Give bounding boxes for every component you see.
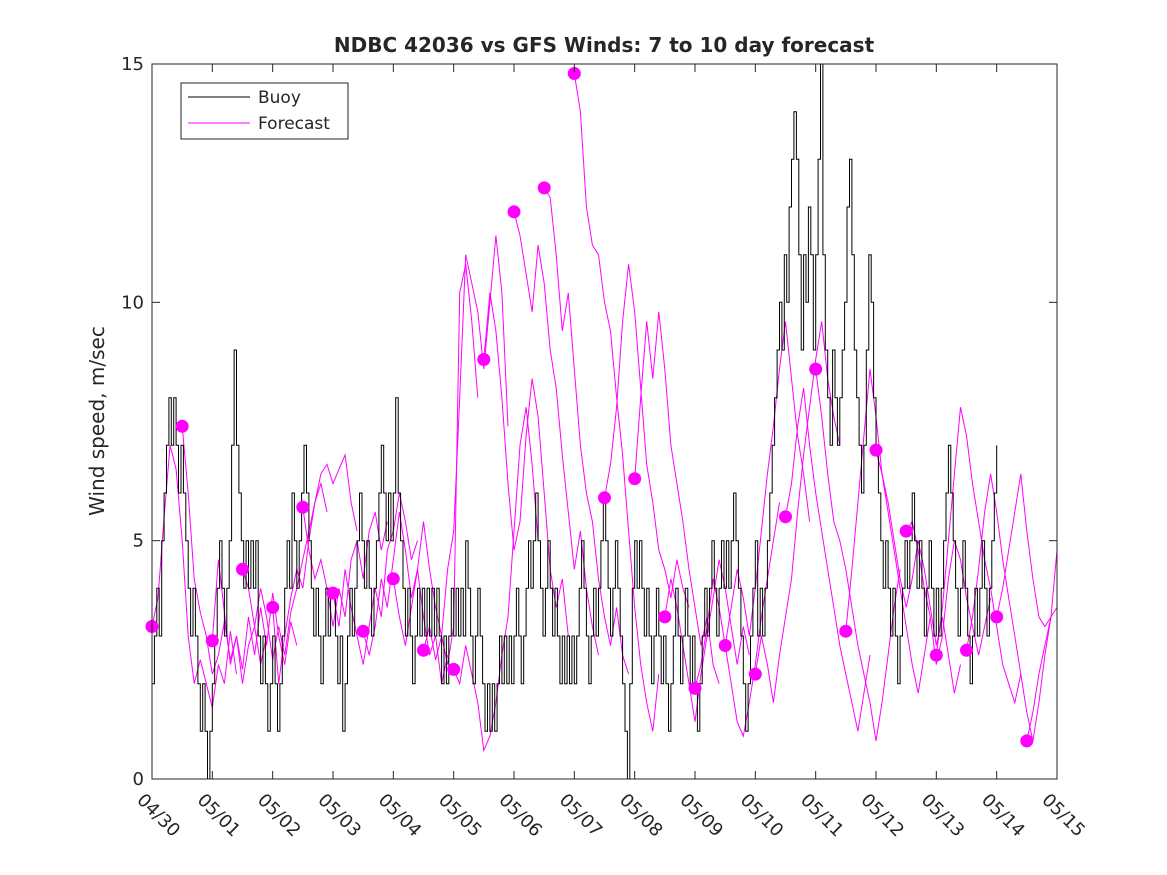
forecast-line-7 <box>362 512 449 684</box>
forecast-line-15 <box>604 264 690 608</box>
buoy-line <box>152 63 998 780</box>
forecast-line-27 <box>966 473 1052 742</box>
forecast-start-marker-8 <box>386 572 400 586</box>
forecast-line-23 <box>845 369 931 694</box>
forecast-start-marker-7 <box>356 624 370 638</box>
forecast-line-5 <box>302 507 388 627</box>
forecast-start-marker-13 <box>537 181 551 195</box>
forecast-line-24 <box>875 449 961 694</box>
chart-title: NDBC 42036 vs GFS Winds: 7 to 10 day for… <box>334 33 875 57</box>
forecast-start-marker-19 <box>718 639 732 652</box>
forecast-start-marker-14 <box>567 67 581 80</box>
forecast-start-marker-27 <box>960 643 973 657</box>
forecast-line-13 <box>543 187 630 675</box>
forecast-start-marker-17 <box>658 610 672 624</box>
legend-box <box>180 82 349 140</box>
y-axis-label: Wind speed, m/sec <box>85 326 109 516</box>
forecast-line-21 <box>785 388 871 732</box>
y-tick-label-3: 15 <box>121 54 144 75</box>
y-tick-label-2: 10 <box>121 292 144 313</box>
forecast-start-marker-26 <box>929 648 943 662</box>
forecast-line-25 <box>905 520 992 665</box>
series-layer <box>151 63 1058 780</box>
forecast-start-marker-29 <box>1020 734 1034 748</box>
plot-frame <box>151 63 1058 780</box>
y-tick-label-0: 0 <box>133 769 144 790</box>
forecast-line-29 <box>1026 550 1058 742</box>
y-tick-label-1: 5 <box>133 531 144 552</box>
forecast-start-marker-4 <box>266 600 280 614</box>
forecast-start-marker-3 <box>236 562 249 576</box>
forecast-start-marker-15 <box>598 491 611 505</box>
legend-label-buoy: Buoy <box>258 88 301 108</box>
forecast-start-marker-2 <box>205 634 219 648</box>
forecast-start-marker-11 <box>477 353 491 366</box>
forecast-start-marker-1 <box>175 419 189 433</box>
forecast-line-20 <box>754 321 841 703</box>
forecast-start-marker-10 <box>447 662 461 676</box>
forecast-start-marker-12 <box>507 205 521 219</box>
forecast-line-14 <box>573 73 660 732</box>
forecast-line-10 <box>453 407 539 753</box>
legend-label-forecast: Forecast <box>258 114 330 134</box>
marker-layer <box>145 67 1034 748</box>
forecast-start-marker-5 <box>296 500 310 514</box>
forecast-line-28 <box>996 473 1058 628</box>
forecast-start-marker-20 <box>748 667 762 681</box>
forecast-start-marker-21 <box>779 510 792 524</box>
forecast-line-11 <box>483 292 569 637</box>
forecast-start-marker-24 <box>869 443 883 457</box>
forecast-start-marker-25 <box>899 524 913 538</box>
forecast-line-9 <box>423 235 509 660</box>
forecast-start-marker-16 <box>628 472 642 486</box>
forecast-start-marker-18 <box>688 681 702 695</box>
plot-area <box>152 64 1057 779</box>
forecast-start-marker-6 <box>326 586 340 600</box>
forecast-start-marker-28 <box>990 610 1004 624</box>
forecast-start-marker-9 <box>417 643 430 657</box>
legend: Buoy Forecast <box>180 82 349 140</box>
forecast-line-22 <box>815 369 901 741</box>
forecast-line-26 <box>935 407 1022 705</box>
forecast-line-4 <box>272 453 358 684</box>
forecast-line-19 <box>724 321 811 646</box>
forecast-start-marker-22 <box>809 362 823 376</box>
forecast-start-marker-23 <box>839 624 853 638</box>
